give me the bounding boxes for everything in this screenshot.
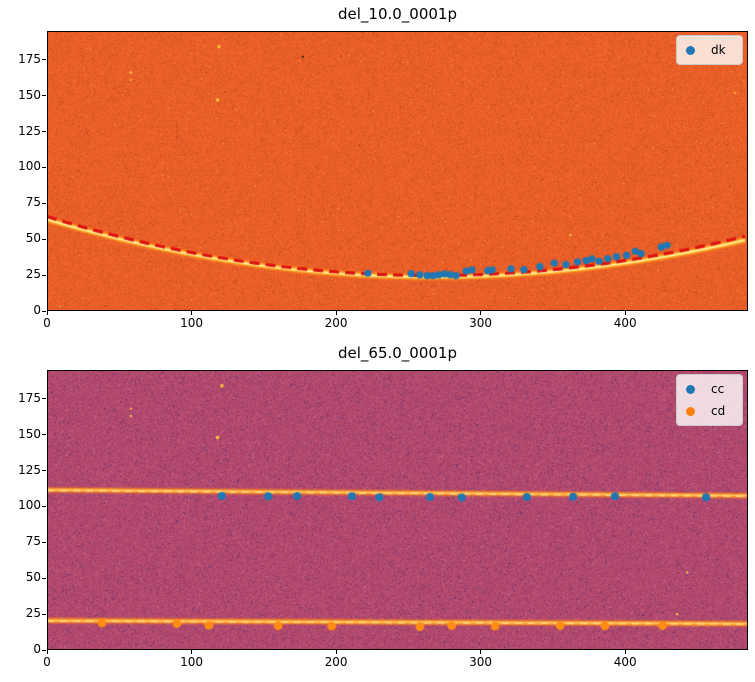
heatmap-canvas-top [47,31,748,311]
y-tick-label: 50 [25,570,41,585]
y-tick-label: 175 [18,390,41,405]
y-tick-mark [42,505,46,507]
x-tick-label: 200 [324,316,348,330]
y-tick-label: 75 [25,195,41,210]
legend-marker-icon [686,384,695,394]
y-tick-mark [42,310,46,312]
y-tick-mark [42,238,46,240]
y-tick-label: 150 [18,87,41,102]
heatmap-canvas-bottom [47,370,748,650]
plot-title-top: del_10.0_0001p [337,5,457,23]
y-tick-label: 125 [18,462,41,477]
legend-item-cc: cc [686,378,731,400]
y-tick-label: 50 [25,231,41,246]
x-tick-mark [480,311,482,315]
y-tick-mark [42,202,46,204]
x-tick-mark [191,311,193,315]
y-tick-label: 100 [18,498,41,513]
y-tick-mark [42,274,46,276]
y-tick-label: 100 [18,159,41,174]
legend-label: dk [711,43,726,57]
x-tick-label: 0 [43,316,51,330]
y-tick-mark [42,131,46,132]
legend-item-cd: cd [686,400,731,422]
y-tick-mark [42,398,46,400]
x-tick-mark [335,311,337,315]
x-tick-mark [191,650,193,654]
y-tick-mark [42,577,46,579]
x-tick-label: 400 [613,316,637,330]
x-tick-label: 300 [469,316,493,330]
y-tick-mark [42,95,46,97]
y-tick-mark [42,649,46,651]
x-tick-mark [480,650,482,654]
y-tick-mark [42,434,46,436]
y-tick-label: 25 [25,606,41,621]
x-tick-mark [624,650,626,654]
legend-top: dk [676,35,743,65]
y-tick-label: 150 [18,426,41,441]
legend-bottom: cc cd [676,374,743,426]
x-tick-mark [46,311,48,315]
legend-item-dk: dk [686,39,731,61]
legend-label: cc [711,382,725,396]
x-tick-mark [335,650,337,654]
axes-1: 0 100 200 300 400 0 25 50 75 100 125 150 175 cc cd [18,370,748,669]
y-tick-label: 175 [18,51,41,66]
y-tick-label: 0 [33,303,41,317]
legend-label: cd [711,404,726,418]
x-tick-label: 0 [43,655,51,669]
legend-marker-icon [686,406,695,416]
y-tick-mark [42,541,46,543]
x-tick-mark [624,311,626,315]
y-tick-mark [42,59,46,61]
y-tick-label: 125 [18,123,41,138]
plot-title-bottom: del_65.0_0001p [337,344,457,362]
y-tick-mark [42,613,46,615]
y-tick-label: 25 [25,267,41,282]
y-tick-mark [42,470,46,471]
x-tick-mark [46,650,48,654]
x-tick-label: 400 [613,655,637,669]
y-tick-mark [42,166,46,168]
axes-0: 0 100 200 300 400 0 25 50 75 100 125 150 175 dk [18,31,748,330]
legend-marker-icon [686,45,695,55]
y-tick-label: 0 [33,642,41,656]
y-tick-label: 75 [25,534,41,549]
x-tick-label: 100 [180,655,203,669]
x-tick-label: 100 [180,316,203,330]
x-tick-label: 300 [469,655,493,669]
x-tick-label: 200 [324,655,348,669]
